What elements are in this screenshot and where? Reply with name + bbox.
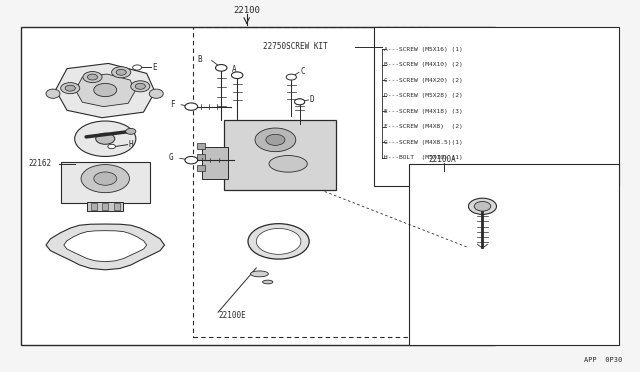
Bar	[409, 164, 620, 345]
Text: F---SCREW (M4X8)  (2): F---SCREW (M4X8) (2)	[384, 124, 463, 129]
Text: 22100: 22100	[234, 6, 260, 15]
Circle shape	[81, 164, 129, 193]
Text: 22162: 22162	[28, 159, 51, 169]
Text: H---BOLT  (M5X10) (1): H---BOLT (M5X10) (1)	[384, 155, 463, 160]
Circle shape	[65, 85, 76, 91]
Bar	[197, 165, 205, 171]
Ellipse shape	[269, 155, 307, 172]
Bar	[91, 203, 97, 210]
Circle shape	[266, 134, 285, 145]
Circle shape	[255, 128, 296, 152]
Text: A: A	[232, 65, 236, 74]
Text: G---SCREW (M4X8.5)(1): G---SCREW (M4X8.5)(1)	[384, 140, 463, 145]
Circle shape	[94, 83, 116, 97]
Ellipse shape	[250, 271, 268, 277]
Circle shape	[185, 157, 198, 164]
Text: APP  0P30: APP 0P30	[584, 357, 623, 363]
Ellipse shape	[131, 81, 150, 92]
Ellipse shape	[262, 280, 273, 284]
Circle shape	[474, 202, 491, 211]
Bar	[193, 27, 428, 337]
Text: H: H	[129, 140, 134, 149]
Circle shape	[294, 99, 305, 105]
Ellipse shape	[149, 89, 163, 98]
Ellipse shape	[46, 89, 60, 98]
Circle shape	[125, 128, 136, 134]
Text: 22750SCREW KIT: 22750SCREW KIT	[262, 42, 328, 51]
Circle shape	[96, 133, 115, 144]
Text: E: E	[152, 63, 157, 72]
Text: D: D	[310, 95, 314, 104]
Bar	[202, 147, 228, 179]
Text: B: B	[198, 55, 202, 64]
Text: B---SCREW (M4X10) (2): B---SCREW (M4X10) (2)	[384, 62, 463, 67]
Bar	[225, 119, 336, 190]
Circle shape	[286, 74, 296, 80]
Bar	[102, 203, 108, 210]
Circle shape	[108, 144, 115, 149]
Circle shape	[216, 64, 227, 71]
Bar	[113, 203, 120, 210]
Bar	[61, 162, 150, 203]
Bar	[20, 27, 495, 345]
Circle shape	[94, 172, 116, 185]
Bar	[374, 27, 620, 186]
Circle shape	[468, 198, 497, 214]
Text: D---SCREW (M5X28) (2): D---SCREW (M5X28) (2)	[384, 93, 463, 99]
Polygon shape	[64, 231, 147, 262]
Text: G: G	[169, 153, 173, 162]
Circle shape	[294, 99, 305, 105]
Text: A---SCREW (M5X16) (1): A---SCREW (M5X16) (1)	[384, 47, 463, 52]
Circle shape	[88, 74, 98, 80]
Bar	[88, 202, 123, 211]
Circle shape	[248, 224, 309, 259]
Circle shape	[232, 72, 243, 78]
Ellipse shape	[111, 67, 131, 78]
Text: 22100A: 22100A	[428, 154, 456, 164]
Circle shape	[256, 228, 301, 254]
Ellipse shape	[61, 83, 80, 94]
Circle shape	[185, 103, 198, 110]
Text: C: C	[300, 67, 305, 76]
Text: E---SCREW (M4X18) (3): E---SCREW (M4X18) (3)	[384, 109, 463, 114]
Polygon shape	[76, 74, 135, 107]
Bar	[197, 154, 205, 160]
Text: F: F	[170, 100, 175, 109]
Bar	[197, 143, 205, 149]
Ellipse shape	[83, 71, 102, 83]
Polygon shape	[46, 224, 164, 270]
Polygon shape	[56, 63, 155, 118]
Circle shape	[135, 83, 145, 89]
Circle shape	[75, 121, 136, 157]
Text: 22100E: 22100E	[218, 311, 246, 320]
Text: C---SCREW (M4X20) (2): C---SCREW (M4X20) (2)	[384, 78, 463, 83]
Circle shape	[132, 65, 141, 70]
Circle shape	[116, 69, 126, 75]
